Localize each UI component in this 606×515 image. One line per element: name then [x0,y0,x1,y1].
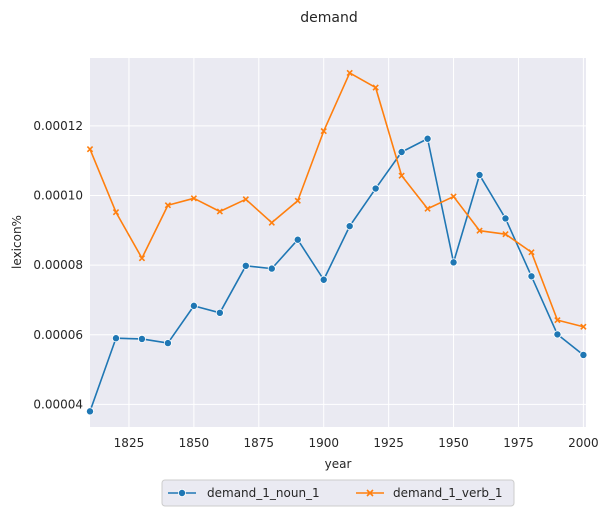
series-line [89,72,584,328]
y-axis-label: lexicon% [10,215,24,269]
legend-marker-noun [177,488,186,497]
x-tick-label: 1950 [438,436,469,450]
plot-area [90,58,586,427]
legend: demand_1_noun_1 demand_1_verb_1 [161,479,515,507]
x-axis-ticks: 1825 1850 1875 1900 1925 1950 1975 2000 [114,436,599,450]
data-point [163,339,172,348]
data-point [449,258,458,267]
data-point [423,134,432,143]
data-point [293,235,302,244]
data-point [319,275,328,284]
data-point [579,350,588,359]
data-point [554,316,561,324]
x-tick-label: 1925 [373,436,404,450]
legend-label-noun: demand_1_noun_1 [207,486,320,500]
series-demand_1_noun_1 [86,134,588,416]
data-point [553,330,562,339]
data-point [371,184,380,193]
data-point [475,170,484,179]
data-point [216,208,224,215]
series-line [89,137,584,412]
data-point [189,301,198,310]
x-tick-label: 2000 [568,436,599,450]
data-point [528,249,535,256]
data-point [580,323,587,330]
series-demand_1_verb_1 [86,69,587,330]
x-tick-label: 1975 [503,436,534,450]
data-point [397,147,406,156]
x-axis-label: year [325,457,352,471]
data-point [320,127,327,135]
x-tick-label: 1850 [179,436,210,450]
legend-box [161,479,515,507]
data-point [502,230,509,238]
data-point [190,195,198,202]
data-point [527,272,536,281]
data-point [112,209,120,216]
y-tick-label: 0.00012 [33,119,83,133]
y-tick-label: 0.00004 [33,397,83,411]
x-tick-label: 1825 [114,436,145,450]
chart-title: demand [300,10,357,26]
data-point [398,172,405,179]
data-point [450,193,457,200]
data-point [476,227,483,234]
data-point [346,69,353,77]
data-point [86,407,95,416]
data-point [242,196,249,203]
data-point [138,255,146,262]
y-tick-label: 0.00010 [33,189,83,203]
grid [90,58,586,427]
x-tick-label: 1900 [308,436,339,450]
x-tick-label: 1875 [244,436,275,450]
data-point [137,334,146,343]
data-point [241,261,250,270]
legend-label-verb: demand_1_verb_1 [393,486,503,500]
data-point [294,197,301,204]
data-point [345,222,354,231]
data-point [268,219,275,226]
data-point [164,202,172,209]
y-tick-label: 0.00006 [33,328,83,342]
data-point [424,205,431,212]
data-point [267,264,276,273]
data-point [215,308,224,317]
data-point [111,334,120,343]
data-point [372,84,379,91]
y-axis-ticks: 0.00004 0.00006 0.00008 0.00010 0.00012 [33,119,83,411]
data-point [86,146,94,153]
series-layer [86,69,588,416]
legend-marker-verb [366,489,374,497]
y-tick-label: 0.00008 [33,258,83,272]
data-point [501,214,510,223]
